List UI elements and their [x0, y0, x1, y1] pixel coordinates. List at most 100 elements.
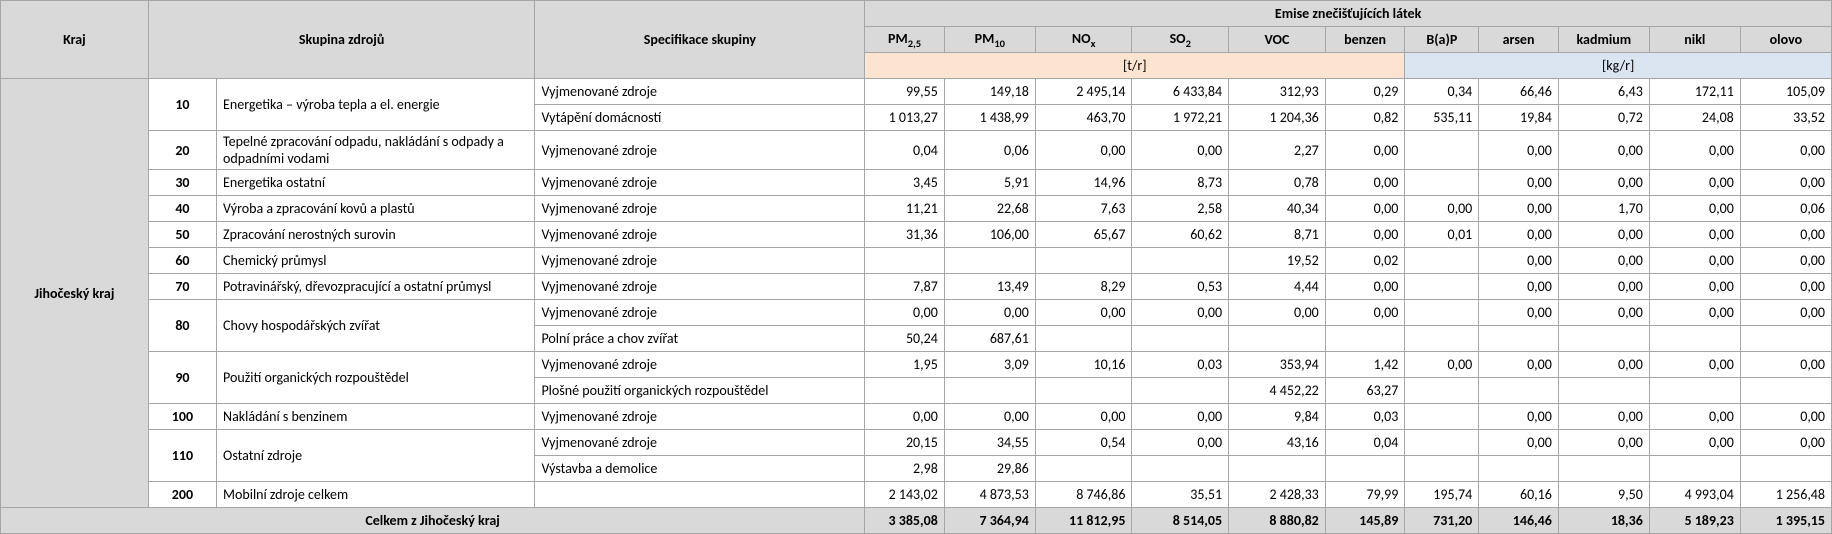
group-name: Ostatní zdroje — [217, 430, 535, 482]
val: 5,91 — [944, 170, 1035, 196]
val: 0,00 — [1558, 274, 1649, 300]
table-row: 30 Energetika ostatní Vyjmenované zdroje… — [1, 170, 1832, 196]
val — [944, 378, 1035, 404]
val: 0,00 — [1649, 274, 1740, 300]
val: 0,00 — [865, 404, 945, 430]
val: 0,00 — [1558, 430, 1649, 456]
table-row: 100 Nakládání s benzinem Vyjmenované zdr… — [1, 404, 1832, 430]
group-name: Mobilní zdroje celkem — [217, 482, 535, 508]
spec-cell: Vyjmenované zdroje — [535, 430, 865, 456]
group-code: 100 — [148, 404, 216, 430]
val: 3,09 — [944, 352, 1035, 378]
group-code: 20 — [148, 131, 216, 170]
table-row: 200 Mobilní zdroje celkem 2 143,02 4 873… — [1, 482, 1832, 508]
val: 0,00 — [1740, 131, 1831, 170]
group-name: Potravinářský, dřevozpracující a ostatní… — [217, 274, 535, 300]
val: 0,78 — [1229, 170, 1326, 196]
val — [1405, 430, 1479, 456]
val: 0,00 — [1740, 170, 1831, 196]
total-val: 145,89 — [1325, 508, 1405, 534]
val: 79,99 — [1325, 482, 1405, 508]
val — [1132, 326, 1229, 352]
val: 0,00 — [1479, 352, 1559, 378]
val: 0,00 — [1035, 300, 1132, 326]
val: 0,00 — [1740, 352, 1831, 378]
header-pm25: PM2,5 — [865, 27, 945, 53]
total-val: 18,36 — [1558, 508, 1649, 534]
table-row: 90 Použití organických rozpouštědel Vyjm… — [1, 352, 1832, 378]
spec-cell: Vytápění domácností — [535, 105, 865, 131]
val: 0,00 — [1035, 404, 1132, 430]
val: 63,27 — [1325, 378, 1405, 404]
val: 687,61 — [944, 326, 1035, 352]
val — [1479, 378, 1559, 404]
group-name: Použití organických rozpouštědel — [217, 352, 535, 404]
val: 60,62 — [1132, 222, 1229, 248]
val: 10,16 — [1035, 352, 1132, 378]
val: 0,01 — [1405, 222, 1479, 248]
val: 4 873,53 — [944, 482, 1035, 508]
val — [1405, 274, 1479, 300]
val: 0,06 — [1740, 196, 1831, 222]
val: 8,29 — [1035, 274, 1132, 300]
val: 7,87 — [865, 274, 945, 300]
val: 0,00 — [1558, 300, 1649, 326]
val — [1229, 326, 1326, 352]
header-skupina: Skupina zdrojů — [148, 1, 535, 79]
header-bap: B(a)P — [1405, 27, 1479, 53]
val — [1132, 248, 1229, 274]
val: 0,53 — [1132, 274, 1229, 300]
val: 65,67 — [1035, 222, 1132, 248]
spec-cell: Vyjmenované zdroje — [535, 222, 865, 248]
val: 2,98 — [865, 456, 945, 482]
val: 0,00 — [1740, 248, 1831, 274]
val: 0,00 — [1132, 131, 1229, 170]
val: 0,00 — [1479, 131, 1559, 170]
val — [1405, 170, 1479, 196]
val: 0,00 — [1740, 222, 1831, 248]
val: 4 452,22 — [1229, 378, 1326, 404]
total-val: 5 189,23 — [1649, 508, 1740, 534]
val — [1132, 378, 1229, 404]
val: 2 495,14 — [1035, 79, 1132, 105]
region-cell: Jihočeský kraj — [1, 79, 149, 508]
val — [1649, 378, 1740, 404]
val: 34,55 — [944, 430, 1035, 456]
group-code: 40 — [148, 196, 216, 222]
val: 50,24 — [865, 326, 945, 352]
group-name: Chemický průmysl — [217, 248, 535, 274]
val: 0,00 — [1325, 131, 1405, 170]
group-code: 80 — [148, 300, 216, 352]
total-val: 146,46 — [1479, 508, 1559, 534]
header-olovo: olovo — [1740, 27, 1831, 53]
val — [865, 248, 945, 274]
val — [1405, 300, 1479, 326]
val — [1405, 248, 1479, 274]
val: 6 433,84 — [1132, 79, 1229, 105]
spec-cell: Vyjmenované zdroje — [535, 196, 865, 222]
val: 0,00 — [1558, 404, 1649, 430]
header-so2: SO2 — [1132, 27, 1229, 53]
val: 20,15 — [865, 430, 945, 456]
table-row: Jihočeský kraj 10 Energetika – výroba te… — [1, 79, 1832, 105]
val — [1229, 456, 1326, 482]
header-emise: Emise znečišťujících látek — [865, 1, 1832, 27]
total-val: 8 880,82 — [1229, 508, 1326, 534]
spec-cell — [535, 482, 865, 508]
header-nox: NOx — [1035, 27, 1132, 53]
val — [865, 378, 945, 404]
val — [1479, 456, 1559, 482]
val: 172,11 — [1649, 79, 1740, 105]
spec-cell: Vyjmenované zdroje — [535, 79, 865, 105]
val: 0,00 — [1325, 300, 1405, 326]
val: 35,51 — [1132, 482, 1229, 508]
val — [1740, 326, 1831, 352]
val — [1558, 326, 1649, 352]
val — [1405, 404, 1479, 430]
val: 0,00 — [1325, 222, 1405, 248]
val: 2 143,02 — [865, 482, 945, 508]
val — [1035, 456, 1132, 482]
total-val: 8 514,05 — [1132, 508, 1229, 534]
val: 24,08 — [1649, 105, 1740, 131]
val: 0,00 — [1405, 196, 1479, 222]
